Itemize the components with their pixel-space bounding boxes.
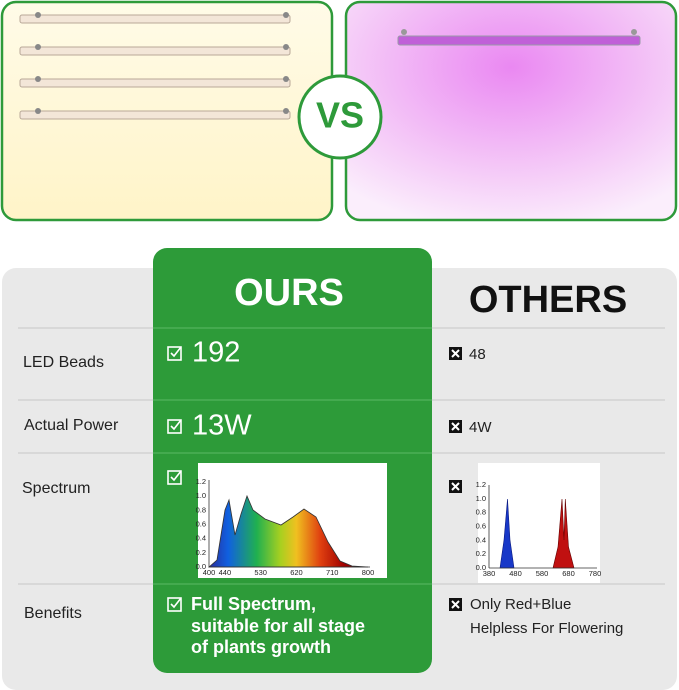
spectrum-y-label: 0.8 [476, 508, 486, 517]
others-benefit: Only Red+Blue [470, 596, 571, 613]
ours-value: 13W [192, 410, 252, 442]
spectrum-y-label: 0.8 [196, 505, 206, 514]
spectrum-x-label: 620 [290, 568, 303, 577]
spectrum-y-label: 0.4 [196, 534, 206, 543]
spectrum-x-label: 380 [483, 569, 496, 578]
spectrum-y-label: 1.2 [196, 477, 206, 486]
cross-icon [449, 347, 462, 611]
spectrum-y-label: 0.0 [476, 563, 486, 572]
spectrum-x-label: 780 [589, 569, 602, 578]
spectrum-x-label: 710 [326, 568, 339, 577]
ours-rules [153, 327, 432, 585]
spectrum-x-label: 400 [203, 568, 216, 577]
vs-text: VS [316, 95, 364, 136]
spectrum-x-label: 680 [562, 569, 575, 578]
row-label: Spectrum [22, 480, 90, 497]
others-value: 4W [469, 419, 492, 436]
row-label: Actual Power [24, 417, 119, 434]
ours-value: 192 [192, 337, 240, 369]
ours-benefit: suitable for all stage [191, 616, 365, 636]
row-label: LED Beads [23, 354, 104, 371]
check-icon [167, 346, 182, 612]
ours-photo [0, 0, 334, 222]
spectrum-y-label: 0.2 [476, 549, 486, 558]
others-benefit: Helpless For Flowering [470, 620, 623, 637]
others-photo [344, 0, 678, 222]
spectrum-y-label: 0.0 [196, 562, 206, 571]
column-header: OURS [234, 272, 344, 314]
spectrum-y-label: 0.2 [196, 548, 206, 557]
spectrum-y-label: 0.6 [476, 521, 486, 530]
spectrum-x-label: 580 [536, 569, 549, 578]
spectrum-x-label: 480 [509, 569, 522, 578]
spectrum-y-label: 0.6 [196, 519, 206, 528]
row-label: Benefits [24, 605, 82, 622]
spectrum-x-label: 530 [254, 568, 267, 577]
spectrum-y-label: 1.0 [196, 491, 206, 500]
vs-badge [297, 74, 383, 160]
spectrum-y-label: 1.2 [476, 480, 486, 489]
spectrum-x-label: 800 [362, 568, 375, 577]
spectrum-x-label: 440 [219, 568, 232, 577]
spectrum-y-label: 1.0 [476, 494, 486, 503]
column-header: OTHERS [469, 279, 627, 321]
ours-benefit: Full Spectrum, [191, 594, 316, 614]
spectrum-y-label: 0.4 [476, 535, 486, 544]
others-value: 48 [469, 346, 486, 363]
ours-benefit: of plants growth [191, 637, 331, 657]
